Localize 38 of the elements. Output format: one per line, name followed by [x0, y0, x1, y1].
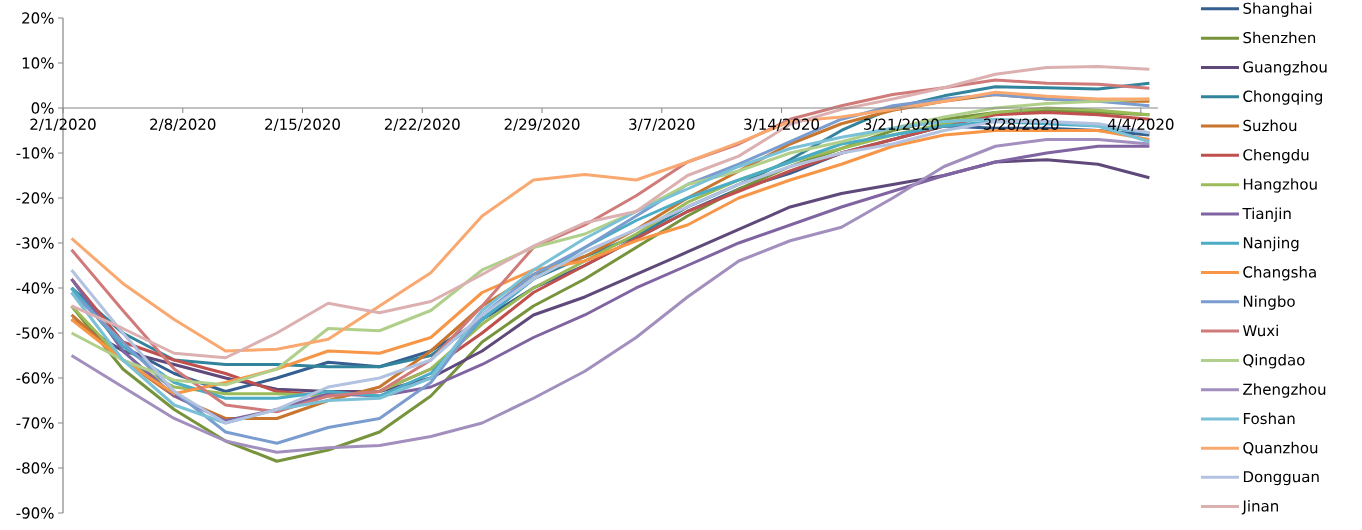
x-tick-label: 2/29/2020: [504, 118, 580, 132]
x-tick-label: 2/1/2020: [30, 118, 96, 132]
x-tick-label: 2/22/2020: [384, 118, 460, 132]
y-tick-label: 0%: [31, 102, 54, 114]
legend-label: Chongqing: [1243, 90, 1323, 105]
legend-label: Chengdu: [1243, 148, 1309, 164]
x-tick-label: 4/4/2020: [1107, 118, 1174, 132]
x-tick-label: 2/15/2020: [265, 118, 340, 132]
legend-label: Qingdao: [1243, 353, 1305, 369]
legend-label: Nanjing: [1243, 236, 1299, 252]
legend-label: Foshan: [1243, 412, 1295, 425]
x-tick-label: 3/21/2020: [864, 118, 939, 132]
y-tick-label: -60%: [16, 372, 54, 384]
y-tick-label: -90%: [16, 507, 54, 519]
legend-label: Guangzhou: [1243, 61, 1327, 76]
y-tick-label: 10%: [22, 57, 54, 69]
legend-label: Hangzhou: [1243, 178, 1317, 193]
y-tick-label: -10%: [16, 147, 54, 159]
y-tick-label: -30%: [16, 237, 54, 249]
legend-label: Shanghai: [1243, 2, 1312, 17]
y-tick-label: -20%: [16, 192, 54, 204]
legend-label: Ningbo: [1243, 295, 1295, 310]
legend-label: Changsha: [1243, 266, 1316, 281]
y-tick-label: -40%: [16, 282, 54, 294]
y-tick-label: -50%: [16, 327, 54, 339]
x-tick-label: 2/8/2020: [150, 118, 216, 132]
legend-label: Shenzhen: [1243, 31, 1316, 44]
legend-label: Wuxi: [1242, 324, 1278, 337]
legend-label: Dongguan: [1243, 471, 1319, 486]
y-tick-label: -70%: [16, 417, 54, 429]
x-tick-label: 3/7/2020: [629, 118, 695, 132]
legend-label: Suzhou: [1243, 119, 1297, 132]
legend-label: Quanzhou: [1243, 441, 1318, 456]
legend-label: Zhengzhou: [1243, 383, 1326, 398]
legend-label: Jinan: [1241, 499, 1278, 515]
legend-label: Tianjin: [1242, 207, 1291, 222]
y-tick-label: 20%: [22, 12, 54, 24]
y-tick-label: -80%: [16, 462, 54, 474]
